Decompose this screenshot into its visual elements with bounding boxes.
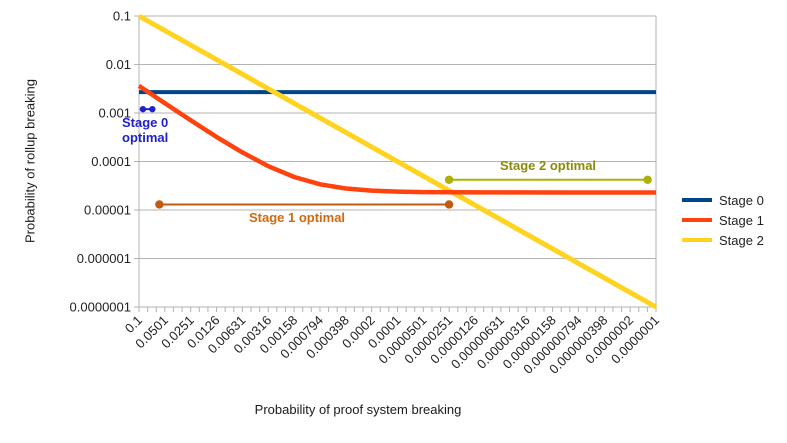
annotation-stage-2-optimal-end-dot	[643, 175, 652, 184]
y-tick-label: 0.0001	[91, 154, 131, 169]
legend: Stage 0 Stage 1 Stage 2	[682, 190, 764, 250]
legend-label-stage-1: Stage 1	[719, 212, 764, 228]
y-tick-label: 0.000001	[77, 251, 131, 266]
y-tick-label: 0.001	[98, 106, 131, 121]
annotation-stage-0-optimal-start-dot	[139, 105, 147, 113]
x-axis-title: Probability of proof system breaking	[254, 402, 462, 417]
annotation-stage-0-optimal-label: Stage 0 optimal	[122, 115, 169, 145]
y-tick-label: 0.01	[106, 57, 131, 72]
y-tick-label: 0.0000001	[70, 300, 131, 315]
legend-label-stage-0: Stage 0	[719, 192, 764, 208]
annotation-stage-1-optimal-start-dot	[155, 200, 164, 209]
legend-swatch-stage-1	[682, 218, 712, 222]
legend-item-stage-0: Stage 0	[682, 190, 764, 210]
annotation-stage-1-optimal-end-dot	[444, 200, 454, 209]
y-axis-title: Probability of rollup breaking	[22, 78, 38, 244]
annotation-stage-2-optimal-start-dot	[444, 175, 454, 184]
legend-item-stage-2: Stage 2	[682, 230, 764, 250]
annotation-stage-2-optimal-label: Stage 2 optimal	[499, 158, 597, 173]
y-tick-label: 0.00001	[84, 203, 131, 218]
y-tick-label: 0.1	[113, 9, 131, 24]
legend-swatch-stage-0	[682, 198, 712, 202]
legend-item-stage-1: Stage 1	[682, 210, 764, 230]
series-stage-1-line	[137, 84, 656, 195]
annotation-stage-1-optimal-label: Stage 1 optimal	[248, 210, 346, 225]
legend-label-stage-2: Stage 2	[719, 232, 764, 248]
series-stage-2-line	[137, 13, 658, 310]
annotation-stage-0-optimal-end-dot	[149, 105, 156, 113]
legend-swatch-stage-2	[682, 238, 712, 242]
